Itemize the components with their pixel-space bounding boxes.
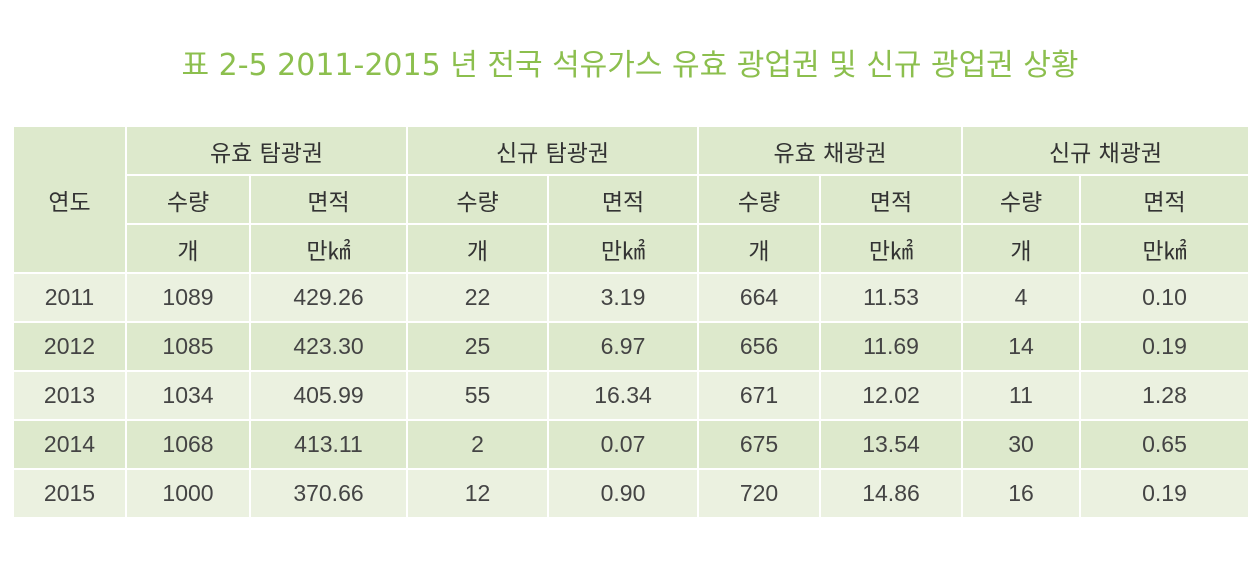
table-cell: 14.86	[819, 468, 963, 519]
year-cell: 2012	[12, 321, 127, 372]
sub-header-quantity: 수량	[125, 174, 251, 225]
table-cell: 11.53	[819, 272, 963, 323]
table-cell: 413.11	[249, 419, 408, 470]
table-cell: 423.30	[249, 321, 408, 372]
table-cell: 12.02	[819, 370, 963, 421]
year-cell: 2013	[12, 370, 127, 421]
unit-area: 만㎢	[1079, 223, 1250, 274]
table-cell: 0.65	[1079, 419, 1250, 470]
table-row: 2013 1034 405.99 55 16.34 671 12.02 11 1…	[12, 370, 1250, 421]
table-cell: 13.54	[819, 419, 963, 470]
table-cell: 25	[406, 321, 549, 372]
header-row-groups: 연도 유효 탐광권 신규 탐광권 유효 채광권 신규 채광권	[12, 125, 1250, 274]
unit-count: 개	[125, 223, 251, 274]
table-cell: 1000	[125, 468, 251, 519]
unit-count: 개	[406, 223, 549, 274]
table-cell: 429.26	[249, 272, 408, 323]
table-row: 2015 1000 370.66 12 0.90 720 14.86 16 0.…	[12, 468, 1250, 519]
table-cell: 22	[406, 272, 549, 323]
table-cell: 0.07	[547, 419, 699, 470]
year-cell: 2011	[12, 272, 127, 323]
table-cell: 55	[406, 370, 549, 421]
table-cell: 0.19	[1079, 468, 1250, 519]
group-header: 유효 탐광권	[125, 125, 408, 176]
table-cell: 4	[961, 272, 1081, 323]
unit-area: 만㎢	[249, 223, 408, 274]
table-cell: 6.97	[547, 321, 699, 372]
year-cell: 2015	[12, 468, 127, 519]
group-header: 신규 탐광권	[406, 125, 699, 176]
sub-header-area: 면적	[249, 174, 408, 225]
sub-header-quantity: 수량	[406, 174, 549, 225]
table-cell: 1089	[125, 272, 251, 323]
header-row-subheaders: 수량 면적 수량 면적 수량 면적 수량 면적	[13, 174, 1250, 225]
table-cell: 720	[697, 468, 821, 519]
table-cell: 1.28	[1079, 370, 1250, 421]
table-cell: 1085	[125, 321, 251, 372]
group-header: 유효 채광권	[697, 125, 963, 176]
table-cell: 11.69	[819, 321, 963, 372]
table-cell: 675	[697, 419, 821, 470]
table-cell: 656	[697, 321, 821, 372]
table-cell: 671	[697, 370, 821, 421]
year-header: 연도	[12, 125, 127, 274]
unit-area: 만㎢	[819, 223, 963, 274]
table-cell: 3.19	[547, 272, 699, 323]
table-cell: 0.90	[547, 468, 699, 519]
sub-header-area: 면적	[1079, 174, 1250, 225]
table-cell: 30	[961, 419, 1081, 470]
table-cell: 16.34	[547, 370, 699, 421]
table-cell: 2	[406, 419, 549, 470]
table-cell: 405.99	[249, 370, 408, 421]
sub-header-quantity: 수량	[697, 174, 821, 225]
table-cell: 370.66	[249, 468, 408, 519]
table-row: 2012 1085 423.30 25 6.97 656 11.69 14 0.…	[12, 321, 1250, 372]
table-row: 2011 1089 429.26 22 3.19 664 11.53 4 0.1…	[12, 272, 1250, 323]
group-header: 신규 채광권	[961, 125, 1250, 176]
table-cell: 16	[961, 468, 1081, 519]
unit-area: 만㎢	[547, 223, 699, 274]
year-cell: 2014	[12, 419, 127, 470]
table-row: 2014 1068 413.11 2 0.07 675 13.54 30 0.6…	[12, 419, 1250, 470]
unit-count: 개	[961, 223, 1081, 274]
mining-rights-table: 연도 유효 탐광권 신규 탐광권 유효 채광권 신규 채광권 수량 면적 수량 …	[12, 125, 1250, 519]
table-cell: 12	[406, 468, 549, 519]
header-row-units: 개 만㎢ 개 만㎢ 개 만㎢ 개 만㎢	[13, 223, 1250, 274]
table-cell: 664	[697, 272, 821, 323]
sub-header-quantity: 수량	[961, 174, 1081, 225]
table-cell: 14	[961, 321, 1081, 372]
sub-header-area: 면적	[547, 174, 699, 225]
table-cell: 1034	[125, 370, 251, 421]
unit-count: 개	[697, 223, 821, 274]
sub-header-area: 면적	[819, 174, 963, 225]
table-cell: 0.10	[1079, 272, 1250, 323]
table-cell: 11	[961, 370, 1081, 421]
table-cell: 0.19	[1079, 321, 1250, 372]
table-cell: 1068	[125, 419, 251, 470]
table-title: 표 2-5 2011-2015 년 전국 석유가스 유효 광업권 및 신규 광업…	[181, 48, 1079, 83]
